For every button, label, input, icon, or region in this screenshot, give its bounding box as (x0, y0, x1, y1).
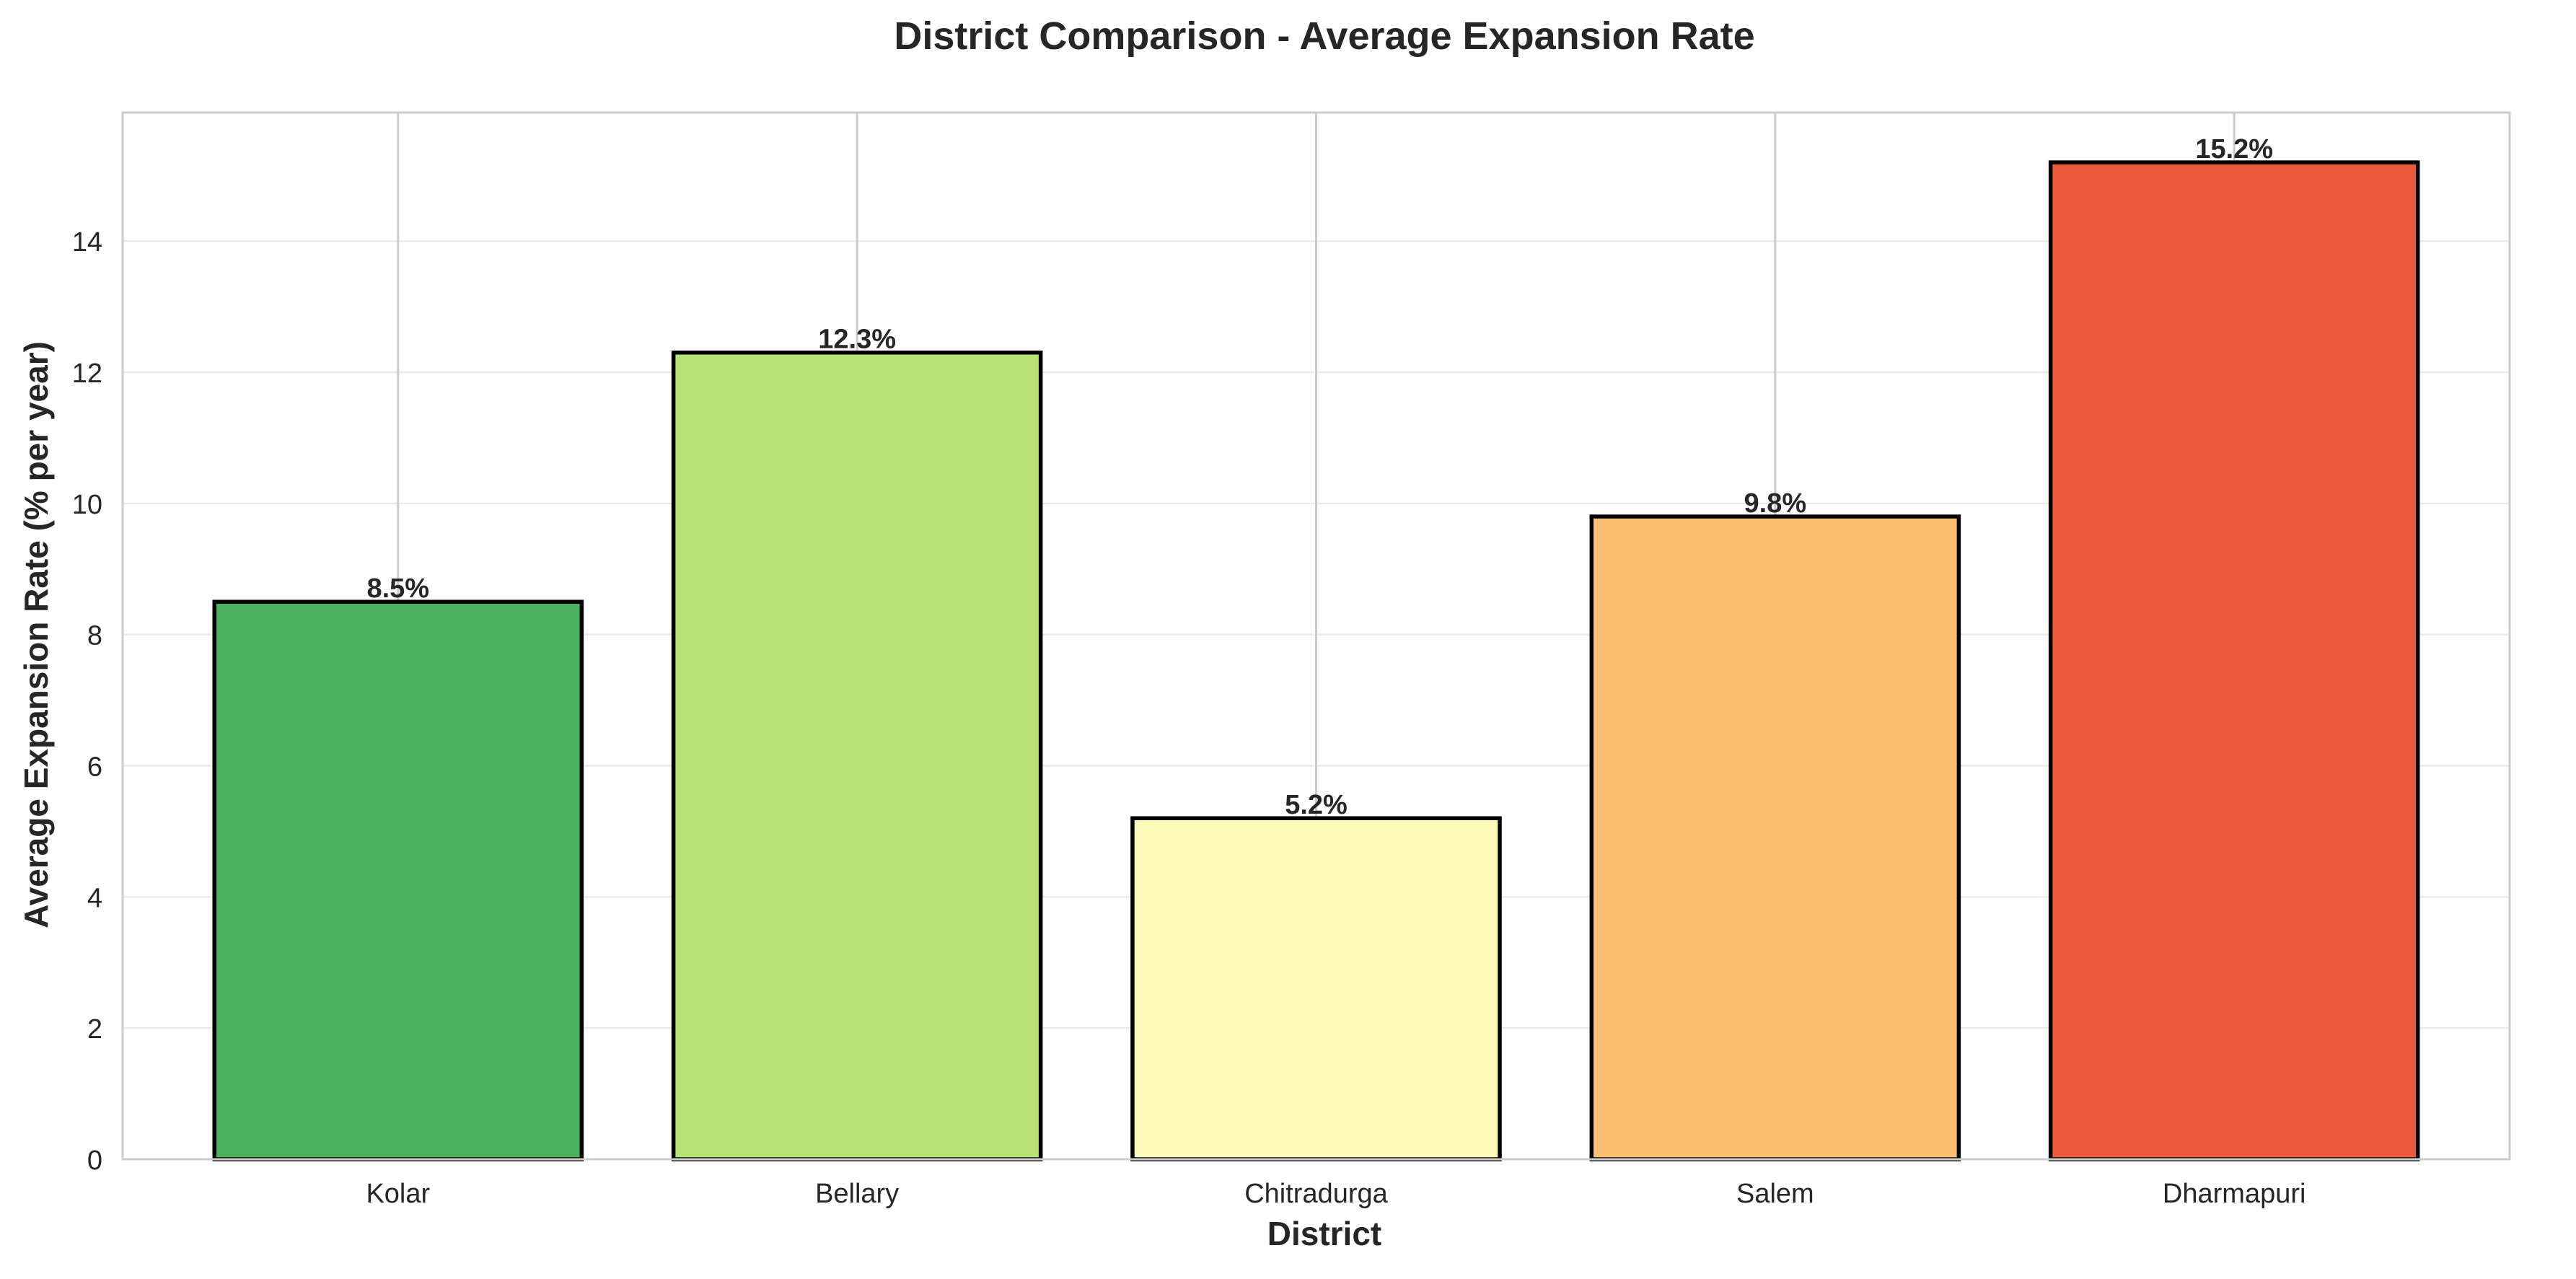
bar-dharmapuri (2048, 160, 2420, 1161)
labels-layer: Kolar 8.5% Bellary 12.3% Chitradurga 5.2% Sale… (366, 134, 2305, 1209)
bar-kolar (212, 599, 584, 1161)
y-axis-label: Average Expansion Rate (% per year) (17, 341, 55, 928)
y-tick-label: 12 (72, 359, 102, 389)
bar-value-label: 8.5% (366, 573, 429, 604)
x-tick-label: Chitradurga (1244, 1179, 1388, 1209)
x-tick-label: Salem (1736, 1179, 1814, 1209)
y-tick-label: 8 (87, 621, 102, 651)
bar-value-label: 5.2% (1285, 790, 1348, 820)
x-tick-label: Bellary (815, 1179, 899, 1209)
x-tick-label: Kolar (366, 1179, 430, 1209)
bar-value-label: 15.2% (2195, 134, 2273, 164)
x-tick-label: Dharmapuri (2163, 1179, 2306, 1209)
y-tick-label: 10 (72, 490, 102, 520)
ticks-layer: 0 2 4 6 8 10 12 14 (72, 227, 102, 1176)
y-tick-label: 4 (87, 883, 102, 913)
bar-chitradurga (1130, 816, 1502, 1161)
bar-bellary (671, 350, 1043, 1161)
plot-frame (121, 111, 2511, 1161)
bar-salem (1589, 514, 1961, 1161)
x-axis-label: District (1267, 1215, 1381, 1252)
y-tick-label: 0 (87, 1146, 102, 1176)
bar-value-label: 9.8% (1744, 488, 1807, 519)
bars-layer (212, 160, 2420, 1161)
y-tick-label: 14 (72, 227, 102, 258)
bar-value-label: 12.3% (818, 325, 896, 355)
y-tick-label: 2 (87, 1014, 102, 1045)
chart-title: District Comparison - Average Expansion … (894, 14, 1754, 58)
y-tick-label: 6 (87, 752, 102, 783)
